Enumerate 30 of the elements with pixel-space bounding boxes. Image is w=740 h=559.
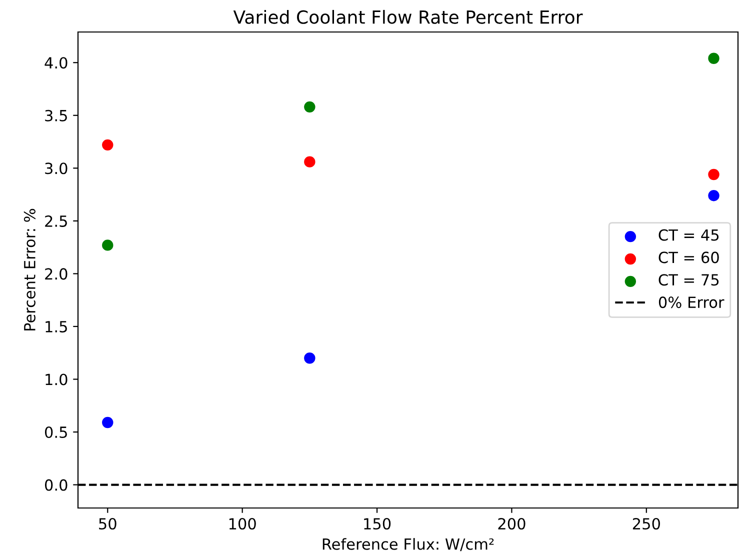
point: [304, 352, 316, 364]
point: [102, 416, 114, 428]
y-axis-title: Percent Error: %: [24, 208, 36, 330]
point: [304, 156, 316, 168]
x-tick-label: 100: [229, 518, 256, 530]
legend-label: CT = 45: [658, 229, 719, 241]
x-tick-label: 200: [498, 518, 526, 530]
y-tick-label: 0.5: [44, 426, 67, 438]
chart-title: Varied Coolant Flow Rate Percent Error: [233, 10, 583, 24]
y-tick-label: 2.5: [45, 215, 67, 227]
y-tick-label: 1.0: [46, 374, 68, 386]
y-tick-label: 3.5: [45, 110, 67, 122]
point: [708, 168, 720, 180]
point: [708, 190, 720, 202]
y-tick-label: 1.5: [46, 321, 67, 332]
y-tick-label: 0.0: [44, 479, 68, 491]
legend-label: 0% Error: [658, 296, 724, 308]
x-tick-label: 50: [99, 518, 116, 530]
x-axis-title: Reference Flux: W/cm²: [322, 538, 494, 552]
point: [708, 52, 720, 64]
y-tick-label: 2.0: [45, 268, 68, 280]
x-tick-label: 150: [364, 518, 391, 530]
point: [102, 139, 114, 151]
x-tick-label: 250: [632, 518, 660, 530]
y-tick-label: 3.0: [45, 162, 68, 174]
y-tick-label: 4.0: [44, 57, 68, 69]
legend-label: CT = 75: [658, 274, 719, 286]
point: [304, 101, 316, 113]
legend-label: CT = 60: [658, 252, 719, 264]
point: [102, 240, 114, 251]
